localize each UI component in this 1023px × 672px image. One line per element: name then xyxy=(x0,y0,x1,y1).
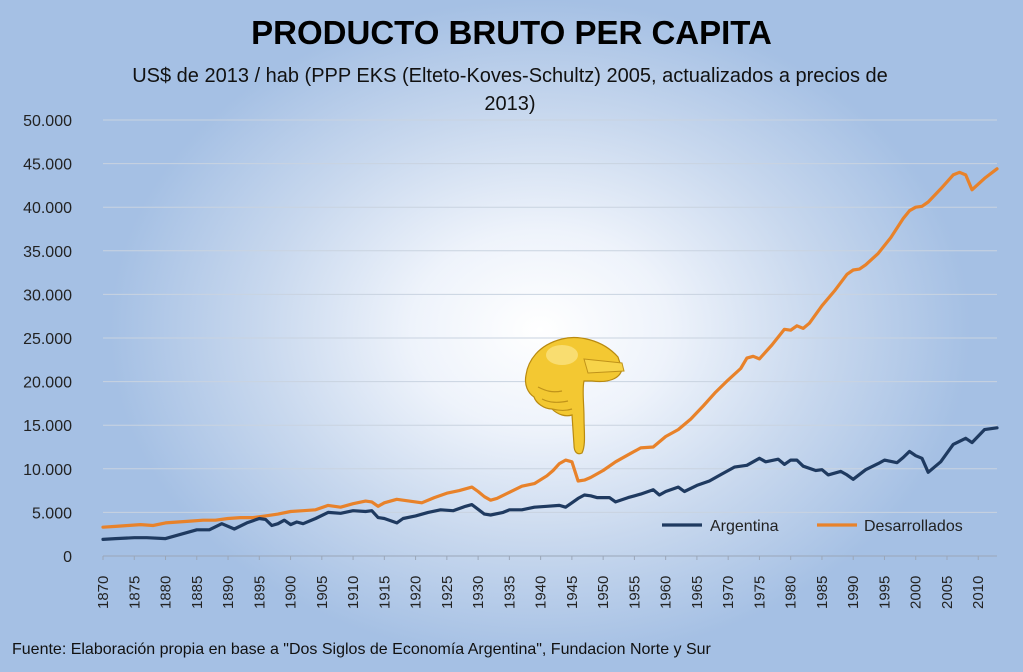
y-tick-label: 15.000 xyxy=(23,418,72,435)
series-line-argentina xyxy=(101,426,999,542)
x-tick-label: 1990 xyxy=(845,576,862,609)
y-tick-label: 5.000 xyxy=(32,505,72,522)
series-lines xyxy=(101,167,999,542)
y-tick-label: 40.000 xyxy=(23,200,72,217)
y-tick-label: 20.000 xyxy=(23,375,72,392)
x-tick-label: 1870 xyxy=(95,576,112,609)
series-line-desarrollados xyxy=(101,167,999,529)
legend-label-argentina: Argentina xyxy=(710,518,779,535)
y-tick-label: 0 xyxy=(63,549,72,566)
x-tick-label: 1905 xyxy=(314,576,331,609)
legend-label-desarrollados: Desarrollados xyxy=(864,518,963,535)
x-tick-label: 1920 xyxy=(408,576,425,609)
x-tick-label: 1885 xyxy=(189,576,206,609)
y-axis: 0 5.000 10.000 15.000 20.000 25.000 30.000 35.0… xyxy=(23,113,72,566)
x-tick-label: 1880 xyxy=(158,576,175,609)
y-tick-label: 35.000 xyxy=(23,244,72,261)
x-tick-label: 1975 xyxy=(751,576,768,609)
x-tick-label: 1940 xyxy=(533,576,550,609)
x-tick-label: 1925 xyxy=(439,576,456,609)
x-tick-label: 1900 xyxy=(283,576,300,609)
x-tick-label: 1915 xyxy=(376,576,393,609)
source-note: Fuente: Elaboración propia en base a "Do… xyxy=(12,641,711,658)
x-tick-label: 1945 xyxy=(564,576,581,609)
chart-subtitle: US$ de 2013 / hab (PPP EKS (Elteto-Koves… xyxy=(132,65,888,115)
x-tick-label: 1955 xyxy=(626,576,643,609)
legend: Argentina Desarrollados xyxy=(662,518,963,535)
x-tick-label: 1935 xyxy=(501,576,518,609)
x-tick-label: 1960 xyxy=(658,576,675,609)
x-tick-label: 1895 xyxy=(251,576,268,609)
pointing-hand-icon xyxy=(524,336,625,455)
x-tick-label: 1890 xyxy=(220,576,237,609)
chart-title: PRODUCTO BRUTO PER CAPITA xyxy=(251,14,772,51)
y-tick-label: 25.000 xyxy=(23,331,72,348)
x-tick-label: 1985 xyxy=(814,576,831,609)
x-tick-label: 2005 xyxy=(939,576,956,609)
x-tick-label: 1950 xyxy=(595,576,612,609)
y-tick-label: 45.000 xyxy=(23,157,72,174)
x-tick-label: 1995 xyxy=(876,576,893,609)
x-tick-label: 1875 xyxy=(126,576,143,609)
x-axis: 1870 1875 1880 1885 1890 1895 1900 1905 1910 1915… xyxy=(95,555,997,609)
x-tick-label: 1910 xyxy=(345,576,362,609)
x-tick-label: 1965 xyxy=(689,576,706,609)
x-tick-label: 1930 xyxy=(470,576,487,609)
y-tick-label: 10.000 xyxy=(23,462,72,479)
x-tick-label: 1970 xyxy=(720,576,737,609)
y-tick-label: 30.000 xyxy=(23,287,72,304)
x-tick-label: 2010 xyxy=(970,576,987,609)
x-tick-label: 1980 xyxy=(783,576,800,609)
x-tick-label: 2000 xyxy=(908,576,925,609)
y-tick-label: 50.000 xyxy=(23,113,72,130)
grid-lines xyxy=(103,119,997,513)
